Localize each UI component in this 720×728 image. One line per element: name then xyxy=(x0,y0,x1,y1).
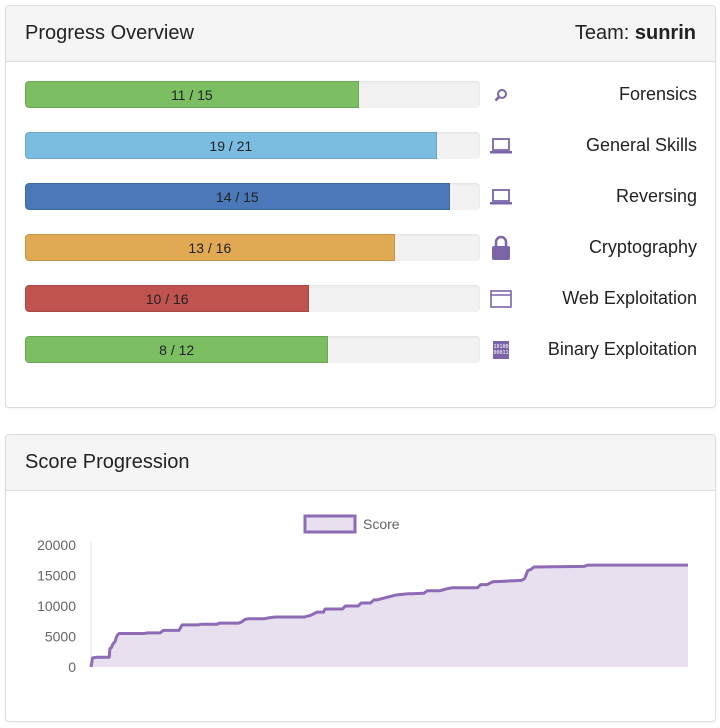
category-name: Forensics xyxy=(618,84,697,104)
score-line xyxy=(89,563,688,668)
category-row: 14 / 15 Reversing xyxy=(25,183,697,210)
progress-bar-label: 13 / 16 xyxy=(188,239,232,256)
y-tick-label: 15000 xyxy=(37,568,76,584)
progress-bar: 8 / 12 xyxy=(25,336,480,363)
category-row: 19 / 21 General Skills xyxy=(25,132,697,159)
progress-bar: 10 / 16 xyxy=(25,285,480,312)
category-name: Web Exploitation xyxy=(562,288,697,308)
category-name: Binary Exploitation xyxy=(547,339,697,359)
team-name: sunrin xyxy=(634,22,696,44)
score-chart: Score 0 5000 10000 15000 20000 xyxy=(37,514,688,675)
progress-bar-fill xyxy=(25,234,395,261)
y-tick-label: 0 xyxy=(68,659,76,675)
progress-bar-label: 19 / 21 xyxy=(209,137,253,154)
category-row: 13 / 16 Cryptography xyxy=(25,234,697,261)
category-name: Cryptography xyxy=(588,237,697,257)
score-progression-panel: Score Progression Score 0 5000 10000 15000 20… xyxy=(5,434,716,722)
progress-bar: 14 / 15 xyxy=(25,183,480,210)
legend-label: Score xyxy=(363,516,400,532)
team-prefix: Team: xyxy=(574,22,630,44)
progress-bar-label: 8 / 12 xyxy=(159,341,195,358)
lock-icon xyxy=(488,234,514,261)
progress-bar-fill xyxy=(25,81,359,108)
score-panel-header: Score Progression xyxy=(6,435,715,491)
category-row: 10 / 16 Web Exploitation xyxy=(25,285,697,312)
y-tick-label: 10000 xyxy=(37,598,76,614)
category-row: 11 / 15 Forensics xyxy=(25,81,697,108)
progress-bar-label: 14 / 15 xyxy=(215,188,259,205)
progress-bar: 19 / 21 xyxy=(25,132,480,159)
y-tick-label: 20000 xyxy=(37,537,76,553)
category-row: 8 / 12 10100 00011 Binary Exploitation xyxy=(25,336,697,363)
browser-window-icon xyxy=(488,285,514,312)
progress-bar-label: 11 / 15 xyxy=(170,86,213,103)
progress-bar-label: 10 / 16 xyxy=(145,290,189,307)
laptop-icon xyxy=(488,183,514,210)
progress-bar: 13 / 16 xyxy=(25,234,480,261)
progress-bar-fill xyxy=(25,285,310,312)
magnifier-icon xyxy=(488,81,514,108)
panel-title: Score Progression xyxy=(25,451,190,473)
category-name: Reversing xyxy=(615,186,697,206)
score-area xyxy=(91,565,688,667)
team-info: Team: sunrin xyxy=(575,22,696,45)
svg-text:00011: 00011 xyxy=(493,350,508,356)
progress-bar-fill xyxy=(25,183,450,210)
progress-overview-panel: Progress Overview Team: sunrin 11 / 15 Fo… xyxy=(5,5,716,408)
panel-title: Progress Overview xyxy=(25,22,194,44)
binary-icon: 10100 00011 xyxy=(488,336,514,363)
category-name: General Skills xyxy=(585,135,697,155)
progress-bar-fill xyxy=(25,336,329,363)
legend-swatch xyxy=(303,514,357,534)
svg-text:10100: 10100 xyxy=(493,344,508,350)
progress-bar: 11 / 15 xyxy=(25,81,480,108)
laptop-icon xyxy=(488,132,514,159)
progress-bar-fill xyxy=(25,132,437,159)
progress-panel-header: Progress Overview Team: sunrin xyxy=(6,6,715,62)
y-tick-label: 5000 xyxy=(45,629,76,645)
